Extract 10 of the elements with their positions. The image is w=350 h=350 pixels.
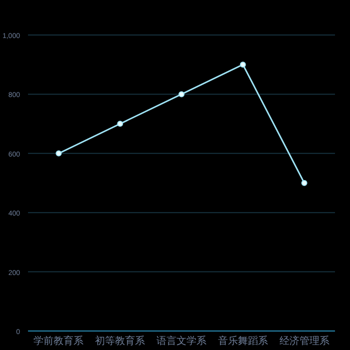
x-tick-label: 学前教育系 [34,335,84,347]
point [56,150,62,156]
x-tick-label: 经济管理系 [279,335,330,347]
point [301,180,308,186]
point [178,91,184,98]
x-tick-label: 语言文学系 [156,335,206,347]
point [240,62,246,68]
point [117,120,124,127]
x-tick-label: 音乐舞蹈系 [218,335,268,347]
x-tick-label: 初等教育系 [95,335,146,347]
